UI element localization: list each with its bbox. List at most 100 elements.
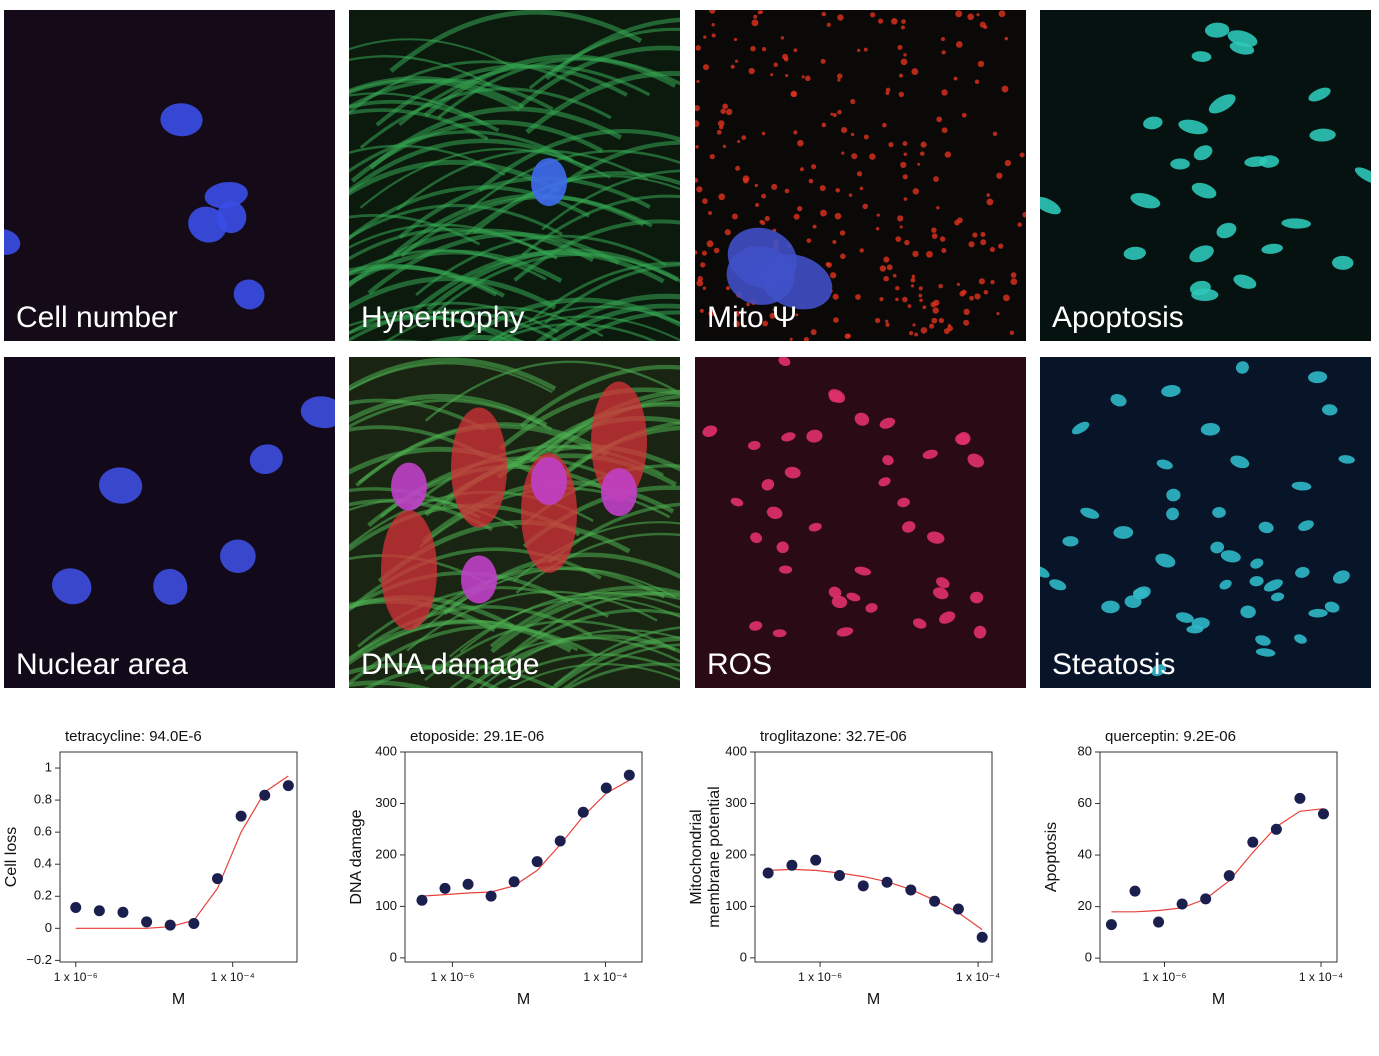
cell [1170, 158, 1190, 170]
mito-dot [863, 47, 868, 52]
data-point [508, 876, 520, 888]
cell [1255, 635, 1271, 646]
fiber [396, 149, 649, 211]
mito-dot [780, 36, 785, 40]
mito-dot [903, 152, 908, 156]
mito-dot [855, 294, 861, 300]
fiber [349, 398, 487, 431]
fiber [488, 315, 680, 341]
mito-dot [886, 264, 893, 271]
fiber [525, 70, 680, 135]
fiber [389, 10, 643, 73]
data-point [93, 905, 105, 917]
plot-frame [404, 751, 643, 963]
mito-dot [711, 23, 715, 27]
data-point [1200, 893, 1212, 905]
cell [1166, 507, 1179, 521]
cell [1130, 193, 1161, 209]
cell [1354, 167, 1371, 185]
mito-dot [837, 109, 842, 115]
cell [220, 539, 256, 573]
mito-dot [911, 68, 919, 75]
data-point [762, 867, 774, 879]
data-point [952, 903, 964, 915]
mito-dot [912, 323, 916, 327]
mito-dot [785, 74, 789, 78]
chart-title: querceptin: 9.2E-06 [1105, 728, 1236, 745]
mito-dot [1010, 278, 1018, 286]
mito-dot [811, 164, 817, 170]
cell [1270, 592, 1285, 602]
image-content [695, 10, 1026, 341]
mito-dot [702, 64, 710, 71]
mito-dot [810, 329, 817, 336]
mito-dot [837, 78, 841, 82]
mito-dot [895, 297, 899, 302]
fiber [571, 310, 680, 341]
mito-dot [1017, 222, 1023, 227]
cell [1294, 634, 1307, 644]
mito-dot [917, 162, 921, 166]
y-tick-label: 300 [725, 795, 747, 810]
mito-dot [795, 313, 799, 317]
cell [1220, 550, 1241, 563]
mito-dot [833, 317, 839, 323]
mito-dot [920, 141, 927, 148]
cell [1308, 608, 1328, 618]
panel-label: Cell number [16, 301, 178, 334]
mito-dot [695, 120, 700, 128]
cell [854, 566, 872, 576]
mito-dot [941, 248, 947, 254]
mito-dot [976, 13, 980, 17]
cell [831, 595, 848, 609]
mito-dot [1009, 330, 1015, 335]
cell [1216, 222, 1237, 239]
data-point [188, 918, 200, 930]
y-tick-label: 100 [725, 898, 747, 913]
x-axis-label: M [1212, 991, 1225, 1008]
mito-dot [733, 320, 740, 328]
fiber [545, 17, 680, 80]
cell [1263, 579, 1283, 592]
mito-dot [908, 331, 914, 336]
mito-dot [920, 327, 928, 334]
data-point [117, 906, 129, 918]
fiber [521, 194, 680, 257]
data-point [70, 901, 82, 913]
cell [1161, 384, 1181, 397]
microscopy-image: ROS [695, 357, 1026, 688]
cell [1123, 246, 1146, 260]
mito-dot [903, 53, 907, 57]
data-point [929, 895, 941, 907]
fiber [349, 92, 483, 124]
mito-dot [812, 224, 817, 229]
cell [1189, 245, 1214, 263]
y-tick-label: 200 [725, 846, 747, 861]
mito-dot [996, 172, 1003, 179]
mito-dot [998, 243, 1004, 249]
fiber [349, 301, 559, 335]
microscopy-image: Mito Ψ [695, 10, 1026, 341]
data-point [577, 806, 589, 818]
mito-dot [986, 193, 990, 197]
mito-dot [904, 239, 910, 246]
fiber [349, 276, 557, 310]
mito-dot [797, 206, 803, 212]
image-background [695, 357, 1026, 688]
mito-dot [848, 193, 853, 197]
mito-dot [830, 112, 834, 116]
cell [153, 568, 188, 605]
mito-dot [734, 310, 740, 317]
image-content [349, 357, 680, 688]
data-point [1105, 919, 1117, 931]
data-point [1223, 870, 1235, 882]
cell [1219, 579, 1232, 590]
mito-dot [859, 248, 864, 253]
mito-dot [695, 105, 700, 112]
mito-dot [992, 131, 998, 137]
cell [902, 521, 916, 533]
x-tick-label: 1 x 10⁻⁴ [956, 970, 1000, 984]
mito-dot [734, 59, 739, 63]
cell [1258, 521, 1274, 534]
